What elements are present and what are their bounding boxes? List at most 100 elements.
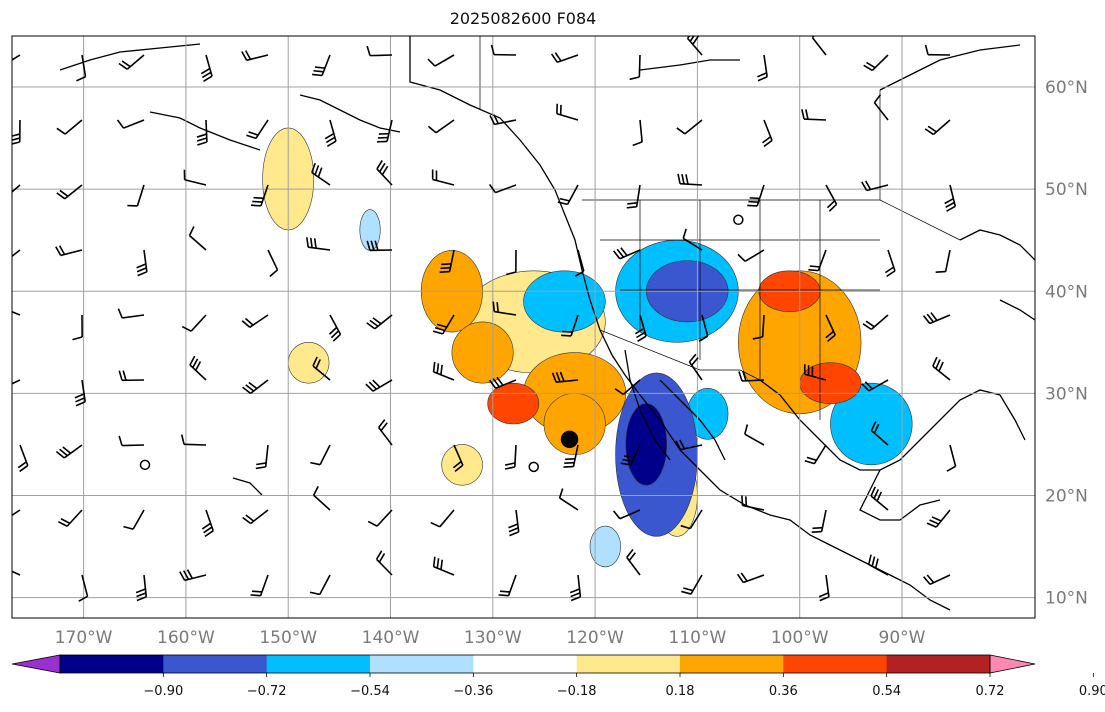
wind-barb bbox=[629, 54, 641, 81]
wind-barb bbox=[427, 119, 455, 134]
point-markers bbox=[139, 214, 744, 473]
wind-barb bbox=[675, 439, 703, 451]
colorbar-swatch bbox=[576, 655, 681, 673]
colorbar: −0.90 −0.72 −0.54 −0.36 −0.18 0.18 0.36 0.54 0.7… bbox=[11, 654, 1105, 699]
wind-barb bbox=[376, 160, 393, 186]
wind-barb bbox=[762, 119, 773, 148]
lat-tick-label: 40°N bbox=[1045, 282, 1088, 302]
wind-barb bbox=[200, 54, 213, 82]
gridlines bbox=[12, 36, 1035, 618]
filled-circle-marker bbox=[560, 430, 579, 449]
lat-tick-label: 30°N bbox=[1045, 384, 1088, 404]
wind-barb bbox=[804, 444, 827, 465]
open-circle-marker bbox=[139, 459, 151, 471]
wind-barb bbox=[365, 379, 393, 392]
colorbar-tick-label: 0.36 bbox=[769, 684, 798, 699]
wind-barb bbox=[924, 119, 951, 136]
borders bbox=[479, 36, 961, 420]
wind-barb bbox=[366, 240, 393, 252]
wind-barb bbox=[508, 509, 520, 537]
wind-barb bbox=[76, 54, 87, 82]
wind-barb bbox=[12, 570, 21, 576]
wind-barb bbox=[492, 301, 517, 316]
wind-barb bbox=[250, 184, 269, 207]
wind-barb bbox=[241, 50, 269, 62]
wind-barb bbox=[309, 574, 331, 596]
wind-barb bbox=[680, 509, 703, 530]
wind-barb bbox=[634, 314, 647, 342]
wind-barbs bbox=[12, 36, 957, 602]
wind-barb bbox=[135, 574, 148, 602]
wind-barb bbox=[676, 119, 703, 135]
wind-barb bbox=[505, 249, 517, 276]
lon-tick-label: 150°W bbox=[259, 628, 317, 648]
wind-barb bbox=[431, 169, 455, 186]
wind-barb bbox=[867, 554, 889, 576]
wind-barb bbox=[432, 361, 455, 381]
wind-barb bbox=[488, 183, 517, 194]
wind-barb bbox=[246, 119, 269, 140]
wind-barb bbox=[862, 314, 889, 331]
lat-tick-label: 50°N bbox=[1045, 180, 1088, 200]
wind-barb bbox=[825, 184, 838, 212]
wind-barb bbox=[366, 314, 393, 330]
wind-barb bbox=[328, 314, 342, 342]
wind-barb bbox=[375, 550, 393, 576]
wind-barb bbox=[17, 444, 29, 473]
wind-barb bbox=[56, 184, 83, 200]
wind-barb bbox=[201, 509, 214, 538]
lat-tick-label: 20°N bbox=[1045, 486, 1088, 506]
wind-barb bbox=[310, 444, 331, 466]
colorbar-tick-label: −0.72 bbox=[247, 684, 287, 699]
lon-tick-label: 170°W bbox=[55, 628, 113, 648]
colorbar-extend-high bbox=[989, 654, 1036, 674]
wind-barb bbox=[870, 486, 889, 511]
wind-barb bbox=[626, 184, 641, 209]
lon-tick-label: 110°W bbox=[669, 628, 727, 648]
wind-barb bbox=[677, 173, 703, 186]
wind-barb bbox=[558, 488, 579, 511]
wind-barb bbox=[489, 114, 517, 126]
colorbar-swatch bbox=[370, 655, 474, 673]
wind-barb bbox=[926, 509, 951, 528]
anomaly-region-11 bbox=[451, 321, 514, 384]
wind-barb bbox=[312, 485, 331, 511]
wind-barb bbox=[504, 444, 517, 470]
anomaly-region-21 bbox=[625, 403, 668, 486]
colorbar-tick-label: −0.90 bbox=[143, 684, 183, 699]
wind-barb bbox=[557, 184, 579, 206]
wind-barb bbox=[57, 509, 83, 527]
anomaly-field bbox=[262, 127, 913, 568]
colorbar-swatch bbox=[266, 655, 371, 673]
wind-barb bbox=[55, 245, 83, 257]
wind-barb bbox=[612, 247, 641, 260]
wind-barb bbox=[377, 119, 393, 143]
wind-barb bbox=[632, 119, 643, 147]
wind-barb bbox=[189, 355, 207, 381]
wind-barb bbox=[12, 54, 21, 61]
wind-barb bbox=[873, 94, 889, 121]
wind-barb bbox=[56, 119, 83, 135]
wind-barb bbox=[803, 364, 827, 381]
wind-barb bbox=[118, 435, 145, 447]
wind-barb bbox=[922, 312, 951, 325]
wind-barb bbox=[811, 509, 827, 533]
wind-barb bbox=[123, 509, 145, 530]
wind-barb bbox=[488, 376, 517, 389]
wind-barb bbox=[863, 54, 889, 72]
wind-barb bbox=[808, 249, 827, 272]
wind-barb bbox=[432, 314, 455, 335]
wind-barb bbox=[324, 119, 337, 147]
wind-barb bbox=[490, 44, 517, 56]
wind-barb bbox=[870, 421, 889, 446]
colorbar-swatch bbox=[783, 655, 888, 673]
wind-barb bbox=[944, 184, 957, 212]
lon-tick-label: 120°W bbox=[566, 628, 624, 648]
wind-barb bbox=[312, 54, 331, 77]
wind-barb bbox=[452, 444, 464, 473]
wind-barb bbox=[801, 109, 827, 121]
colorbar-tick-label: 0.90 bbox=[1079, 684, 1105, 699]
colorbar-swatch bbox=[163, 655, 268, 673]
wind-barb bbox=[127, 184, 145, 207]
